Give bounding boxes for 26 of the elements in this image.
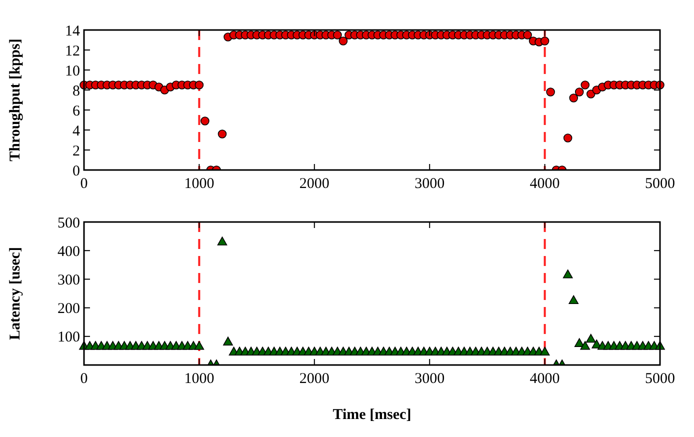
y-tick-label: 2: [72, 143, 80, 160]
x-tick-label: 3000: [414, 176, 445, 192]
y-tick-label: 100: [58, 330, 80, 346]
x-tick-label: 2000: [299, 371, 330, 387]
x-tick-label: 2000: [299, 176, 330, 192]
y-tick-label: 200: [58, 301, 80, 318]
y-tick-label: 12: [65, 43, 80, 60]
x-tick-label: 3000: [414, 371, 445, 387]
y-tick-label: 500: [58, 215, 80, 232]
y-tick-label: 8: [72, 83, 80, 100]
y-tick-label: 0: [72, 163, 80, 180]
y-tick-label: 4: [72, 123, 80, 140]
y-tick-label: 300: [58, 272, 80, 288]
y-tick-label: 14: [65, 23, 80, 40]
y-tick-label: 400: [58, 244, 80, 260]
y-tick-label: 6: [72, 103, 80, 120]
x-tick-label: 1000: [184, 176, 214, 192]
x-axis-title: Time [msec]: [332, 407, 412, 423]
x-tick-label: 4000: [530, 371, 560, 387]
y-tick-label: 10: [65, 63, 80, 80]
y-axis-title: Throughput [kpps]: [7, 38, 24, 162]
x-tick-label: 5000: [645, 176, 675, 192]
x-tick-label: 1000: [184, 371, 214, 387]
x-tick-label: 4000: [530, 176, 560, 192]
x-tick-label: 5000: [645, 371, 675, 387]
y-axis-title: Latency [usec]: [7, 247, 24, 340]
